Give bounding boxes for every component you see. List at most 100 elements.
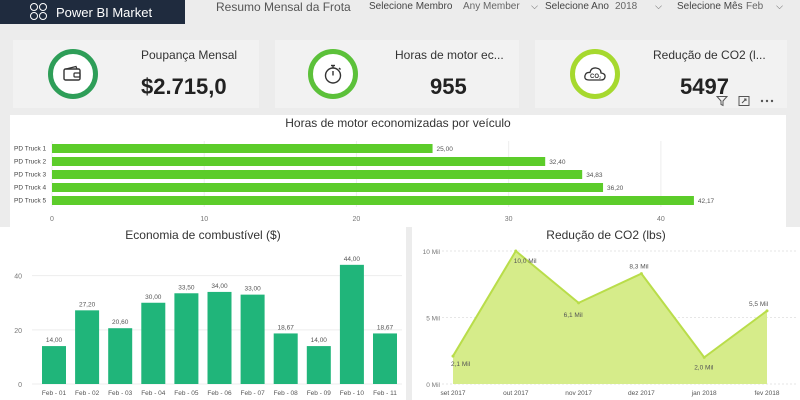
data-label: 20,60 xyxy=(112,319,129,326)
category-label: PD Truck 1 xyxy=(14,146,47,153)
data-label: 5,5 Mil xyxy=(749,301,769,308)
x-tick-label: Feb - 06 xyxy=(207,390,232,397)
data-point xyxy=(702,355,706,359)
member-slicer[interactable]: Any Member ⌵ xyxy=(463,0,541,14)
bar xyxy=(52,196,694,205)
data-label: 18,67 xyxy=(278,324,295,331)
x-tick-label: fev 2018 xyxy=(755,390,780,397)
fuel-economy-column-chart: 0 20 40 14,00 Feb - 01 27,20 Feb - 02 20,60 Feb … xyxy=(14,256,402,397)
kpi-title: Redução de CO2 (l... xyxy=(653,48,766,62)
year-slicer-label: Selecione Ano xyxy=(545,1,609,12)
visual-toolbar xyxy=(716,95,774,107)
co2-area-chart: 0 Mil 5 Mil 10 Mil 2,1 Mil set 2017 10,0 Mil o… xyxy=(423,249,797,397)
x-tick-label: Feb - 11 xyxy=(373,390,397,397)
x-tick-label: dez 2017 xyxy=(628,390,655,397)
data-label: 2,1 Mil xyxy=(451,361,471,368)
x-tick-label: Feb - 07 xyxy=(240,390,265,397)
column xyxy=(339,264,364,384)
kpi-title: Poupança Mensal xyxy=(141,48,238,62)
x-tick-label: Feb - 10 xyxy=(340,390,365,397)
x-tick-label: Feb - 01 xyxy=(42,390,67,397)
x-tick-label: 20 xyxy=(353,216,361,223)
data-label: 6,1 Mil xyxy=(564,312,584,319)
column xyxy=(273,333,298,384)
svg-text:CO: CO xyxy=(590,74,599,80)
column xyxy=(240,294,265,384)
bar xyxy=(52,144,433,153)
chevron-down-icon: ⌵ xyxy=(531,1,538,11)
month-slicer-value: Feb xyxy=(746,1,764,12)
engine-hours-ring xyxy=(308,49,358,99)
chart-title: Economia de combustível ($) xyxy=(125,228,281,242)
year-slicer[interactable]: 2018 ⌵ xyxy=(615,0,665,14)
stopwatch-icon xyxy=(324,64,342,84)
data-label: 34,83 xyxy=(586,172,603,179)
month-slicer-label: Selecione Mês xyxy=(677,1,743,12)
category-label: PD Truck 2 xyxy=(14,159,47,166)
data-label: 34,00 xyxy=(211,283,228,290)
engine-hours-chart-panel: Horas de motor economizadas por veículo … xyxy=(10,115,786,227)
x-tick-label: Feb - 04 xyxy=(141,390,166,397)
kpi-card-co2[interactable]: CO 2 Redução de CO2 (l... 5497 xyxy=(535,40,787,108)
data-label: 2,0 Mil xyxy=(694,364,714,371)
series-line xyxy=(452,249,768,359)
bar xyxy=(52,157,546,166)
data-label: 27,20 xyxy=(79,301,96,308)
x-tick-label: 0 xyxy=(50,216,54,223)
brand-name: Power BI Market xyxy=(56,4,153,20)
kpi-title: Horas de motor ec... xyxy=(395,48,504,62)
x-tick-label: Feb - 02 xyxy=(75,390,100,397)
data-label: 32,40 xyxy=(549,159,566,166)
y-tick-label: 10 Mil xyxy=(423,249,441,256)
wallet-icon xyxy=(63,65,81,81)
y-tick-label: 0 xyxy=(18,382,22,389)
kpi-value: 5497 xyxy=(680,74,729,99)
savings-ring xyxy=(48,49,98,99)
more-options-icon[interactable] xyxy=(760,95,774,107)
co2-chart-panel: Redução de CO2 (lbs) 0 Mil 5 Mil 10 Mil 2,1… xyxy=(412,227,800,400)
data-label: 8,3 Mil xyxy=(629,264,649,271)
data-label: 14,00 xyxy=(46,337,63,344)
column xyxy=(207,291,232,384)
member-slicer-value: Any Member xyxy=(463,1,520,12)
data-point xyxy=(514,249,518,253)
data-label: 25,00 xyxy=(437,146,454,153)
category-label: PD Truck 3 xyxy=(14,172,47,179)
power-bi-market-logo-icon xyxy=(30,3,48,21)
column xyxy=(42,346,66,384)
data-label: 14,00 xyxy=(311,337,328,344)
x-tick-label: Feb - 08 xyxy=(274,390,299,397)
focus-mode-icon[interactable] xyxy=(738,95,750,107)
kpi-value: $2.715,0 xyxy=(141,74,227,99)
chevron-down-icon: ⌵ xyxy=(776,1,783,11)
kpi-value: 955 xyxy=(430,74,467,99)
data-label: 33,00 xyxy=(244,286,261,293)
fuel-economy-chart-panel: Economia de combustível ($) 0 20 40 14,00 Fe… xyxy=(0,227,406,400)
filter-icon[interactable] xyxy=(716,95,728,107)
x-tick-label: set 2017 xyxy=(441,390,466,397)
x-tick-label: nov 2017 xyxy=(565,390,592,397)
chart-title: Horas de motor economizadas por veículo xyxy=(285,116,511,130)
engine-hours-bar-chart: 0 10 20 30 40 PD Truck 1 25,00 PD Truck 2 32,40 P… xyxy=(14,141,715,223)
member-slicer-label: Selecione Membro xyxy=(369,1,453,12)
bar xyxy=(52,183,604,192)
x-tick-label: Feb - 09 xyxy=(307,390,332,397)
y-tick-label: 40 xyxy=(14,274,22,281)
brand-logo: Power BI Market xyxy=(0,0,185,24)
category-label: PD Truck 4 xyxy=(14,185,47,192)
data-label: 10,0 Mil xyxy=(514,258,537,265)
data-point xyxy=(765,309,769,313)
data-label: 42,17 xyxy=(698,198,715,205)
kpi-card-engine-hours[interactable]: Horas de motor ec... 955 xyxy=(275,40,519,108)
y-tick-label: 5 Mil xyxy=(426,316,440,323)
column xyxy=(373,333,397,384)
y-tick-label: 0 Mil xyxy=(426,382,440,389)
category-label: PD Truck 5 xyxy=(14,198,47,205)
kpi-card-savings[interactable]: Poupança Mensal $2.715,0 xyxy=(13,40,259,108)
x-tick-label: Feb - 05 xyxy=(174,390,199,397)
x-tick-label: 40 xyxy=(657,216,665,223)
chevron-down-icon: ⌵ xyxy=(655,1,662,11)
month-slicer[interactable]: Feb ⌵ xyxy=(746,0,786,14)
column xyxy=(75,310,100,384)
data-label: 44,00 xyxy=(344,256,361,263)
